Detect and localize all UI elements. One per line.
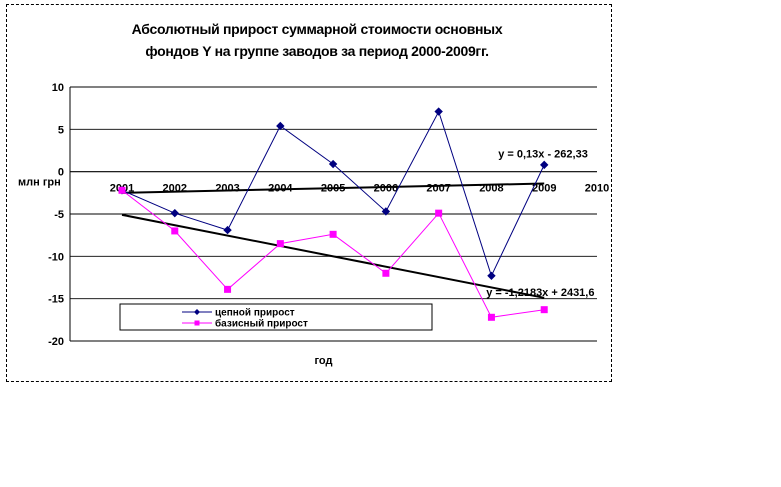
series-1-point-0 (118, 186, 126, 194)
legend-marker-0 (194, 309, 200, 315)
legend-marker-1 (194, 320, 200, 326)
x-tick-label-2: 2003 (215, 183, 239, 195)
series-1-point-6 (435, 209, 443, 217)
series-1-point-8 (540, 306, 548, 314)
series-0-point-7 (487, 271, 496, 281)
series-0-point-2 (223, 225, 232, 235)
series-1-point-5 (382, 269, 390, 277)
legend-box (119, 303, 433, 331)
y-tick-label-2: 0 (58, 167, 64, 179)
y-tick-label-0: 10 (52, 82, 64, 94)
legend-label-1: базисный прирост (215, 318, 308, 330)
series-0-point-3 (276, 121, 285, 131)
series-1-point-1 (171, 227, 179, 235)
x-tick-label-1: 2002 (163, 183, 187, 195)
x-tick-label-9: 2010 (585, 183, 609, 195)
series-0-point-8 (540, 160, 549, 170)
trendline-equation-1: y = -1,2183x + 2431,6 (486, 287, 594, 299)
y-tick-label-6: -20 (48, 336, 64, 348)
x-tick-label-6: 2007 (426, 183, 450, 195)
y-tick-label-1: 5 (58, 124, 64, 136)
chart-title-line-2: фондов Y на группе заводов за период 200… (145, 43, 489, 59)
series-1-point-4 (329, 230, 337, 238)
series-1-point-7 (487, 313, 495, 321)
series-1-point-2 (224, 285, 232, 293)
x-tick-label-8: 2009 (532, 183, 556, 195)
y-tick-label-5: -15 (48, 294, 64, 306)
trendline-0 (121, 182, 545, 194)
x-tick-label-5: 2006 (374, 183, 398, 195)
series-0-point-4 (328, 159, 338, 169)
y-axis-title: млн грн (18, 177, 61, 189)
x-axis-title: год (315, 355, 333, 367)
chart-title: Абсолютный прирост суммарной стоимости о… (67, 18, 567, 62)
series-0-point-6 (434, 107, 443, 116)
trendline-1 (121, 213, 545, 299)
series-1-point-3 (276, 240, 284, 248)
trendline-equation-0: y = 0,13x - 262,33 (498, 149, 588, 161)
y-tick-label-3: -5 (54, 209, 64, 221)
legend-label-0: цепной прирост (215, 308, 295, 319)
series-0-point-5 (381, 207, 391, 216)
series-0-point-1 (170, 208, 179, 218)
y-tick-label-4: -10 (48, 251, 64, 263)
chart-title-line-1: Абсолютный прирост суммарной стоимости о… (131, 21, 503, 37)
